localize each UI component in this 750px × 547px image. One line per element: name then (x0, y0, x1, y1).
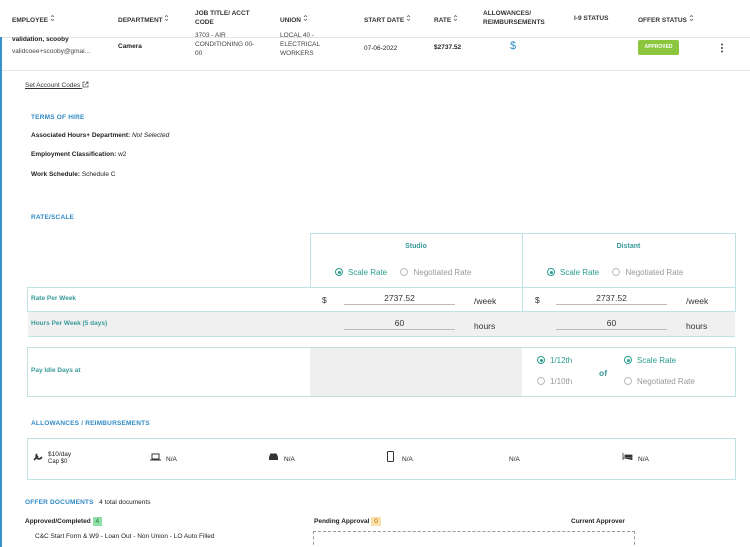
section-title: RATE/SCALE (31, 214, 75, 221)
more-menu[interactable] (720, 43, 724, 53)
field: Employment Classification: w2 (31, 151, 127, 158)
job-title: 3703 - AIR CONDITIONING 00-00 (195, 32, 255, 57)
column-title: Studio (405, 243, 427, 250)
allowance-amount: N/A (402, 456, 413, 463)
idle-box (27, 347, 736, 397)
car-icon (269, 453, 278, 460)
col-job-title[interactable]: JOB TITLE/ ACCT CODE (195, 10, 250, 26)
field: Work Schedule: Schedule C (31, 171, 116, 178)
sort-icon (406, 14, 411, 22)
col-divider (522, 233, 523, 337)
rate-header-box (310, 233, 736, 288)
pending-label: Pending Approval 0 (314, 517, 381, 526)
radio-option[interactable]: 1/10th (537, 377, 572, 386)
unit: /week (686, 296, 709, 306)
allowance-amount: $10/day (48, 451, 72, 458)
allowance-amount: N/A (509, 456, 520, 463)
department: Camera (118, 43, 142, 50)
sort-icon (689, 14, 693, 22)
laptop-icon (150, 453, 161, 461)
radio-option[interactable]: Negotiated Rate (400, 268, 471, 277)
col-union[interactable]: UNION (280, 14, 308, 25)
sort-icon (165, 14, 169, 22)
input[interactable]: 2737.52 (556, 293, 667, 305)
section-title: ALLOWANCES / REIMBURSEMENTS (31, 420, 150, 427)
sort-icon (453, 14, 458, 22)
row-label: Rate Per Week (31, 295, 77, 302)
field: Associated Hours+ Department: Not Select… (31, 132, 170, 139)
currency: $ (322, 295, 327, 305)
divider (2, 70, 750, 71)
documents-header: OFFER DOCUMENTS 4 total documents (25, 499, 151, 506)
expand-border (0, 37, 2, 547)
row-label: Pay Idle Days at (31, 367, 81, 374)
sort-icon (303, 14, 308, 22)
hours-row (28, 312, 735, 337)
approved-label: Approved/Completed 4 (25, 517, 103, 526)
col-employee[interactable]: EMPLOYEE (12, 14, 55, 25)
input[interactable]: 60 (556, 318, 667, 330)
connector: of (599, 368, 608, 378)
col-rate[interactable]: RATE (434, 14, 458, 25)
allowance-amount: N/A (284, 456, 295, 463)
radio-option[interactable]: 1/12th (537, 356, 572, 365)
rate: $2737.52 (434, 44, 462, 51)
col-allowances: ALLOWANCES/ REIMBURSEMENTS (483, 10, 545, 26)
phone-icon (387, 451, 394, 462)
currency: $ (535, 295, 540, 305)
allowance-icon[interactable]: $ (510, 40, 517, 52)
employee-email: validcoee+scooby@gmai... (12, 48, 90, 55)
input[interactable]: 60 (344, 318, 455, 330)
radio-option[interactable]: Negotiated Rate (624, 377, 695, 386)
start-date: 07-06-2022 (364, 45, 398, 52)
bed-icon (622, 453, 633, 460)
status-badge: APPROVED (638, 40, 679, 55)
radio-option[interactable]: Scale Rate (335, 268, 387, 277)
unit: /week (474, 296, 497, 306)
column-title: Distant (616, 243, 641, 250)
document-item[interactable]: C&C Start Form & W9 - Loan Out - Non Uni… (35, 533, 215, 540)
employee-name: validation, scooby (12, 36, 69, 43)
sort-icon (50, 14, 55, 22)
allowance-cap: Cap $0 (48, 459, 68, 465)
col-offer-status[interactable]: OFFER STATUS (638, 14, 694, 25)
unit: hours (686, 321, 708, 331)
current-approver-label: Current Approver (571, 518, 625, 525)
allowance-amount: N/A (166, 456, 177, 463)
wrench-icon (33, 453, 43, 461)
section-title: TERMS OF HIRE (31, 114, 85, 121)
allowance-amount: N/A (638, 456, 649, 463)
union: LOCAL 40 - ELECTRICAL WORKERS (280, 32, 320, 57)
drop-zone (313, 531, 635, 547)
col-department[interactable]: DEPARTMENT (118, 14, 169, 25)
allowance-box (27, 438, 736, 480)
divider (0, 37, 750, 38)
rate-row (27, 287, 736, 312)
radio-option[interactable]: Scale Rate (624, 356, 676, 365)
set-account-codes[interactable]: Set Account Codes (25, 81, 89, 90)
col-i9: I-9 STATUS (574, 15, 609, 22)
external-icon (82, 81, 89, 88)
radio-group: Scale Rate Negotiated Rate (547, 262, 683, 280)
radio-option[interactable]: Scale Rate (547, 268, 599, 277)
input[interactable]: 2737.52 (344, 293, 455, 305)
idle-grey (310, 348, 522, 396)
radio-option[interactable]: Negotiated Rate (612, 268, 683, 277)
radio-group: Scale Rate Negotiated Rate (335, 262, 471, 280)
row-label: Hours Per Week (5 days) (31, 320, 108, 327)
unit: hours (474, 321, 496, 331)
col-start-date[interactable]: START DATE (364, 14, 411, 25)
